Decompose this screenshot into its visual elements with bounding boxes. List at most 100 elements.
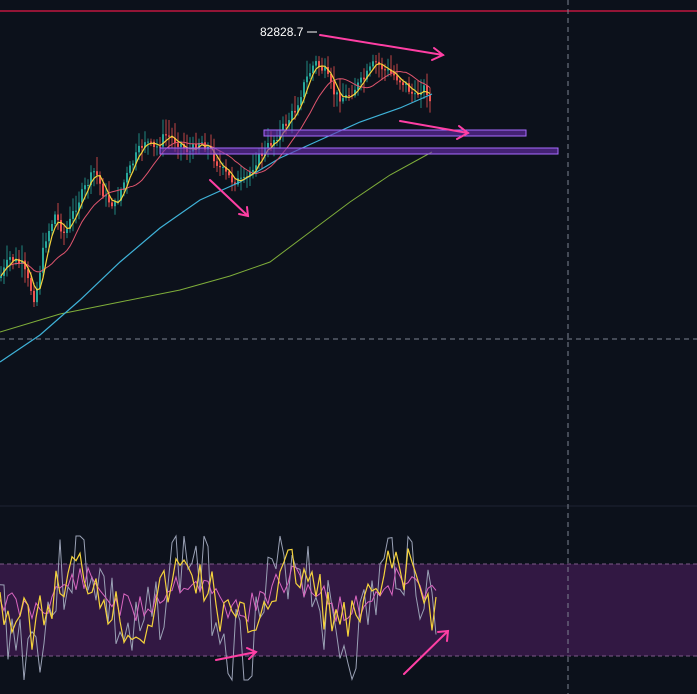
- trend-arrow-pullback[interactable]: [209, 179, 250, 218]
- candle-body: [24, 260, 26, 270]
- candle-body: [429, 95, 431, 102]
- candle-body: [171, 136, 173, 138]
- candle-body: [96, 171, 98, 176]
- candle-body: [375, 61, 377, 63]
- candle-body: [213, 149, 215, 162]
- candle-body: [162, 134, 164, 147]
- candle-body: [18, 258, 20, 264]
- candle-body: [144, 142, 146, 148]
- candle-body: [384, 69, 386, 71]
- candle-body: [12, 257, 14, 262]
- candle-body: [138, 145, 140, 153]
- candle-body: [36, 288, 38, 303]
- candle-body: [93, 171, 95, 173]
- candle-body: [6, 259, 8, 268]
- candle-body: [321, 66, 323, 71]
- candle-body: [303, 82, 305, 97]
- candle-body: [390, 69, 392, 74]
- candle-body: [51, 224, 53, 231]
- candle-body: [216, 161, 218, 166]
- candle-body: [78, 202, 80, 211]
- candle-body: [288, 120, 290, 126]
- candle-body: [30, 278, 32, 291]
- candle-body: [411, 91, 413, 94]
- candle-body: [372, 61, 374, 67]
- candle-body: [255, 165, 257, 170]
- candle-body: [408, 83, 410, 92]
- candle-body: [237, 178, 239, 185]
- candle-body: [225, 166, 227, 172]
- candle-body: [75, 210, 77, 212]
- candle-body: [0, 275, 2, 278]
- candle-body: [399, 80, 401, 83]
- candle-body: [336, 92, 338, 95]
- trend-arrow-top[interactable]: [319, 34, 445, 61]
- candle-body: [405, 83, 407, 85]
- candle-body: [417, 93, 419, 95]
- candle-body: [21, 260, 23, 264]
- candle-body: [315, 61, 317, 66]
- trend-arrow-low[interactable]: [399, 120, 470, 140]
- candle-body: [330, 73, 332, 82]
- candle-body: [234, 182, 236, 185]
- candle-body: [48, 231, 50, 242]
- candle-body: [174, 137, 176, 144]
- candle-body: [285, 123, 287, 126]
- candle-body: [294, 110, 296, 113]
- candle-body: [267, 143, 269, 148]
- candle-body: [366, 70, 368, 80]
- oscillator-line-yellow: [0, 548, 437, 650]
- oscillator-arrow-right[interactable]: [403, 629, 450, 675]
- candle-body: [156, 146, 158, 148]
- candle-body: [141, 145, 143, 148]
- candle-body: [231, 175, 233, 183]
- candle-body: [333, 81, 335, 95]
- candle-body: [426, 85, 428, 96]
- candle-body: [66, 229, 68, 233]
- candle-body: [201, 142, 203, 144]
- candle-body: [102, 183, 104, 197]
- candle-body: [297, 105, 299, 113]
- candle-body: [273, 140, 275, 146]
- candle-body: [63, 231, 65, 233]
- candle-body: [282, 123, 284, 130]
- candle-body: [318, 61, 320, 67]
- candle-body: [249, 171, 251, 177]
- candle-body: [402, 82, 404, 85]
- candle-body: [369, 66, 371, 71]
- candle-body: [87, 185, 89, 186]
- candle-body: [396, 75, 398, 81]
- candle-body: [108, 195, 110, 203]
- price-label: 82828.7: [260, 25, 304, 39]
- candle-body: [132, 163, 134, 166]
- candle-body: [39, 272, 41, 289]
- candle-body: [306, 76, 308, 83]
- candle-body: [339, 92, 341, 102]
- candle-body: [120, 189, 122, 201]
- candle-body: [300, 97, 302, 106]
- moving-average-long: [0, 151, 433, 333]
- candle-body: [60, 220, 62, 232]
- candle-body: [147, 141, 149, 143]
- candle-body: [387, 69, 389, 71]
- oscillator-arrow-left[interactable]: [215, 647, 258, 661]
- candle-body: [258, 153, 260, 166]
- candle-body: [129, 165, 131, 173]
- candle-body: [69, 218, 71, 230]
- candle-body: [117, 200, 119, 202]
- candle-body: [414, 93, 416, 95]
- candle-body: [291, 110, 293, 121]
- candle-body: [381, 64, 383, 70]
- candle-body: [27, 269, 29, 279]
- candle-body: [180, 143, 182, 147]
- candle-body: [324, 67, 326, 71]
- candle-body: [15, 258, 17, 262]
- candle-body: [363, 77, 365, 80]
- candle-body: [270, 143, 272, 146]
- candle-body: [105, 195, 107, 197]
- support-zone-lower[interactable]: [159, 147, 559, 155]
- candle-body: [84, 185, 86, 190]
- support-zone-upper[interactable]: [263, 129, 527, 137]
- candle-body: [342, 98, 344, 102]
